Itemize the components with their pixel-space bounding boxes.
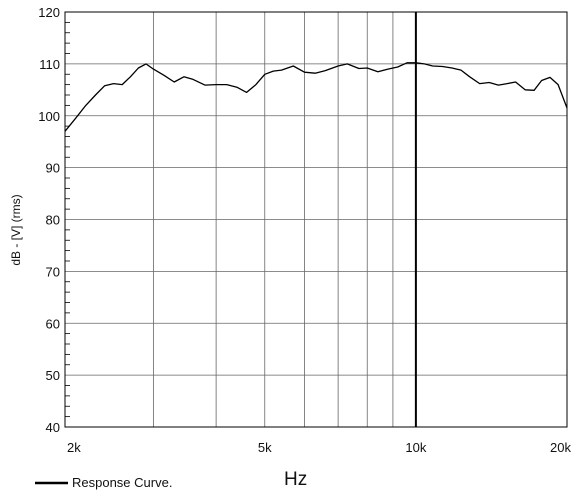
y-tick-label: 110 xyxy=(39,57,60,72)
y-tick-label: 70 xyxy=(46,264,60,279)
y-tick-labels: 40 50 60 70 80 90 100 110 120 xyxy=(38,5,60,435)
x-tick-label: 10k xyxy=(405,440,426,455)
x-tick-label: 2k xyxy=(67,440,81,455)
y-tick-label: 120 xyxy=(38,5,60,20)
x-axis-unit: Hz xyxy=(284,469,307,490)
response-curve-line xyxy=(64,62,568,132)
y-tick-label: 80 xyxy=(46,213,60,228)
legend-entry: Response Curve. xyxy=(72,475,172,490)
x-tick-label: 5k xyxy=(258,440,272,455)
y-tick-label: 40 xyxy=(46,420,60,435)
x-tick-labels: 2k 5k 10k 20k xyxy=(67,440,571,455)
y-tick-label: 90 xyxy=(46,161,60,176)
plot-frame xyxy=(64,11,568,428)
y-tick-label: 50 xyxy=(46,368,60,383)
y-tick-label: 100 xyxy=(38,109,60,124)
y-tick-label: 60 xyxy=(46,316,60,331)
x-tick-label: 20k xyxy=(550,440,571,455)
y-axis-title: dB - [V] (rms) xyxy=(9,194,23,265)
grid-lines xyxy=(65,12,567,427)
